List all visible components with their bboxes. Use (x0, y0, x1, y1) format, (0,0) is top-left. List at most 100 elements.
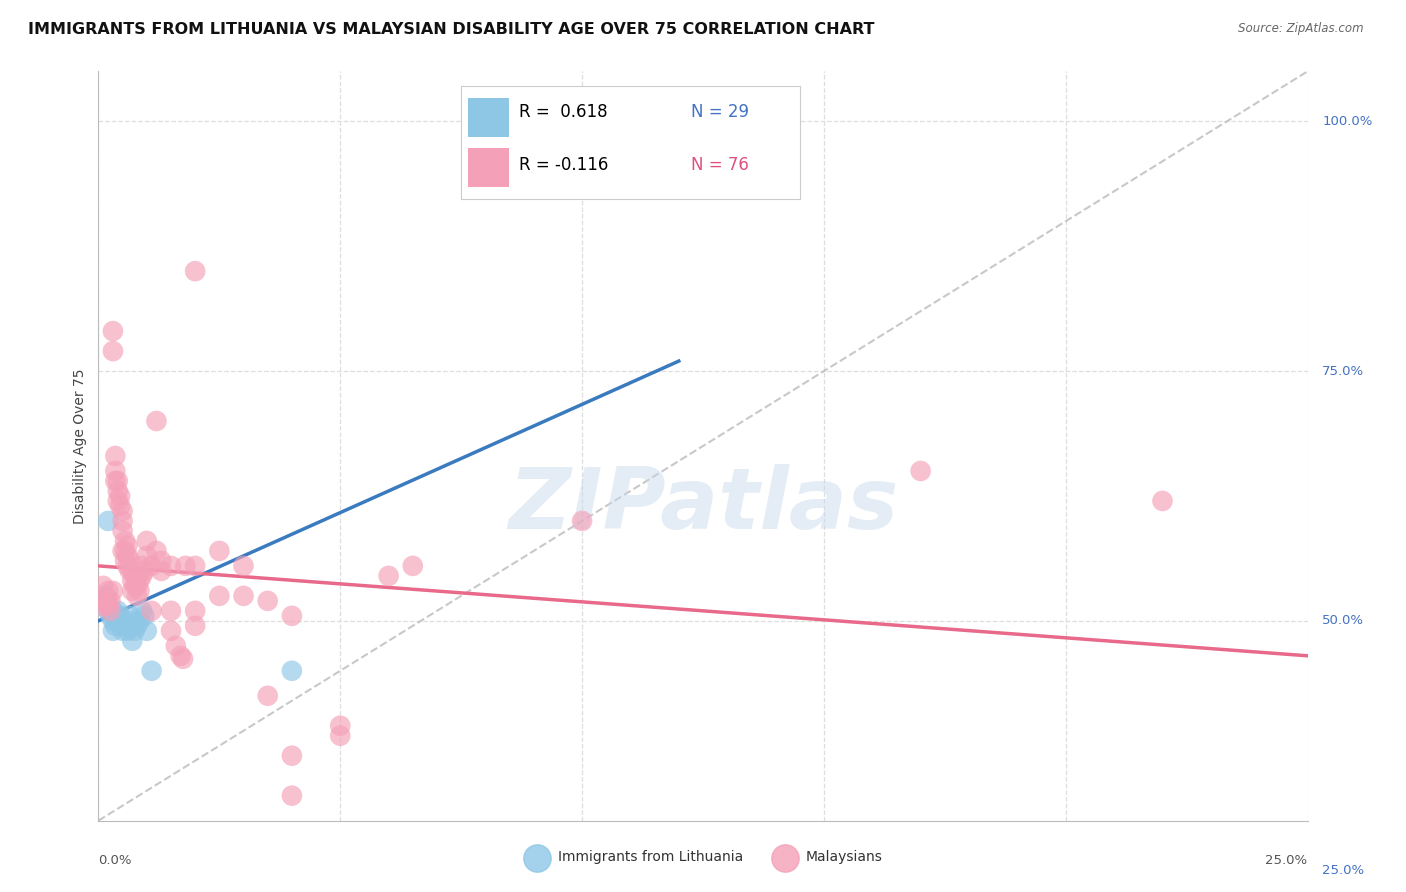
Point (108, 608, 131, 623)
Point (107, 483, 129, 498)
Point (128, 574, 150, 588)
Point (910, 464, 932, 478)
Point (111, 524, 134, 538)
Point (101, 583, 124, 598)
Point (184, 604, 207, 618)
Point (91, 594, 114, 608)
Point (329, 719, 352, 733)
Point (160, 558, 183, 573)
Point (131, 558, 153, 573)
Point (145, 414, 167, 428)
Point (114, 533, 136, 548)
Point (329, 729, 352, 743)
Point (121, 633, 143, 648)
Point (100, 604, 122, 618)
Text: IMMIGRANTS FROM LITHUANIA VS MALAYSIAN DISABILITY AGE OVER 75 CORRELATION CHART: IMMIGRANTS FROM LITHUANIA VS MALAYSIAN D… (28, 22, 875, 37)
Point (111, 544, 134, 558)
Point (208, 589, 231, 603)
Point (104, 464, 127, 478)
Point (104, 449, 127, 463)
Point (117, 558, 139, 573)
Point (124, 624, 146, 638)
Point (131, 604, 153, 618)
Point (256, 689, 278, 703)
Y-axis label: Disability Age Over 75: Disability Age Over 75 (73, 368, 87, 524)
Point (108, 489, 131, 503)
Point (91, 594, 114, 608)
Point (107, 604, 129, 618)
Legend: Immigrants from Lithuania, Malaysians: Immigrants from Lithuania, Malaysians (517, 845, 889, 870)
Point (150, 564, 173, 578)
Point (184, 558, 207, 573)
Point (160, 604, 183, 618)
Text: 25.0%: 25.0% (1322, 864, 1364, 877)
Point (100, 608, 122, 623)
Point (127, 569, 149, 583)
Point (184, 264, 207, 278)
Text: 75.0%: 75.0% (1322, 365, 1364, 377)
Text: ZIPatlas: ZIPatlas (508, 465, 898, 548)
Point (232, 558, 254, 573)
Point (101, 604, 124, 618)
Point (111, 614, 134, 628)
Point (97, 599, 120, 613)
Point (281, 664, 304, 678)
Point (91, 579, 114, 593)
Point (118, 564, 141, 578)
Point (281, 748, 304, 763)
Point (377, 569, 399, 583)
Point (97, 594, 120, 608)
Point (145, 544, 167, 558)
Point (172, 652, 194, 666)
Point (402, 558, 425, 573)
Text: 100.0%: 100.0% (1322, 115, 1372, 128)
Point (281, 608, 304, 623)
Point (101, 624, 124, 638)
Point (128, 583, 150, 598)
Point (169, 648, 191, 663)
Point (111, 514, 134, 528)
Point (141, 558, 163, 573)
Point (232, 589, 254, 603)
Point (121, 619, 143, 633)
Point (107, 474, 129, 488)
Point (128, 614, 150, 628)
Point (184, 619, 207, 633)
Point (117, 624, 139, 638)
Point (165, 639, 187, 653)
Point (94, 589, 117, 603)
Point (114, 544, 136, 558)
Point (91, 599, 114, 613)
Point (100, 594, 122, 608)
Point (117, 614, 139, 628)
Point (141, 604, 163, 618)
Point (108, 499, 131, 513)
Point (127, 579, 149, 593)
Point (174, 558, 197, 573)
Point (135, 624, 157, 638)
Text: 50.0%: 50.0% (1322, 615, 1364, 627)
Point (121, 574, 143, 588)
Point (124, 579, 146, 593)
Point (135, 533, 157, 548)
Point (97, 604, 120, 618)
Point (101, 344, 124, 359)
Point (107, 494, 129, 508)
Point (134, 608, 156, 623)
Point (141, 664, 163, 678)
Point (208, 544, 231, 558)
Text: 25.0%: 25.0% (1265, 855, 1308, 867)
Text: Source: ZipAtlas.com: Source: ZipAtlas.com (1239, 22, 1364, 36)
Point (256, 594, 278, 608)
Point (101, 324, 124, 338)
Point (127, 589, 149, 603)
Point (97, 514, 120, 528)
Point (114, 554, 136, 568)
Point (571, 514, 593, 528)
Point (1152, 494, 1174, 508)
Point (97, 583, 120, 598)
Point (281, 789, 304, 803)
Point (117, 549, 139, 563)
Point (127, 619, 149, 633)
Point (131, 569, 153, 583)
